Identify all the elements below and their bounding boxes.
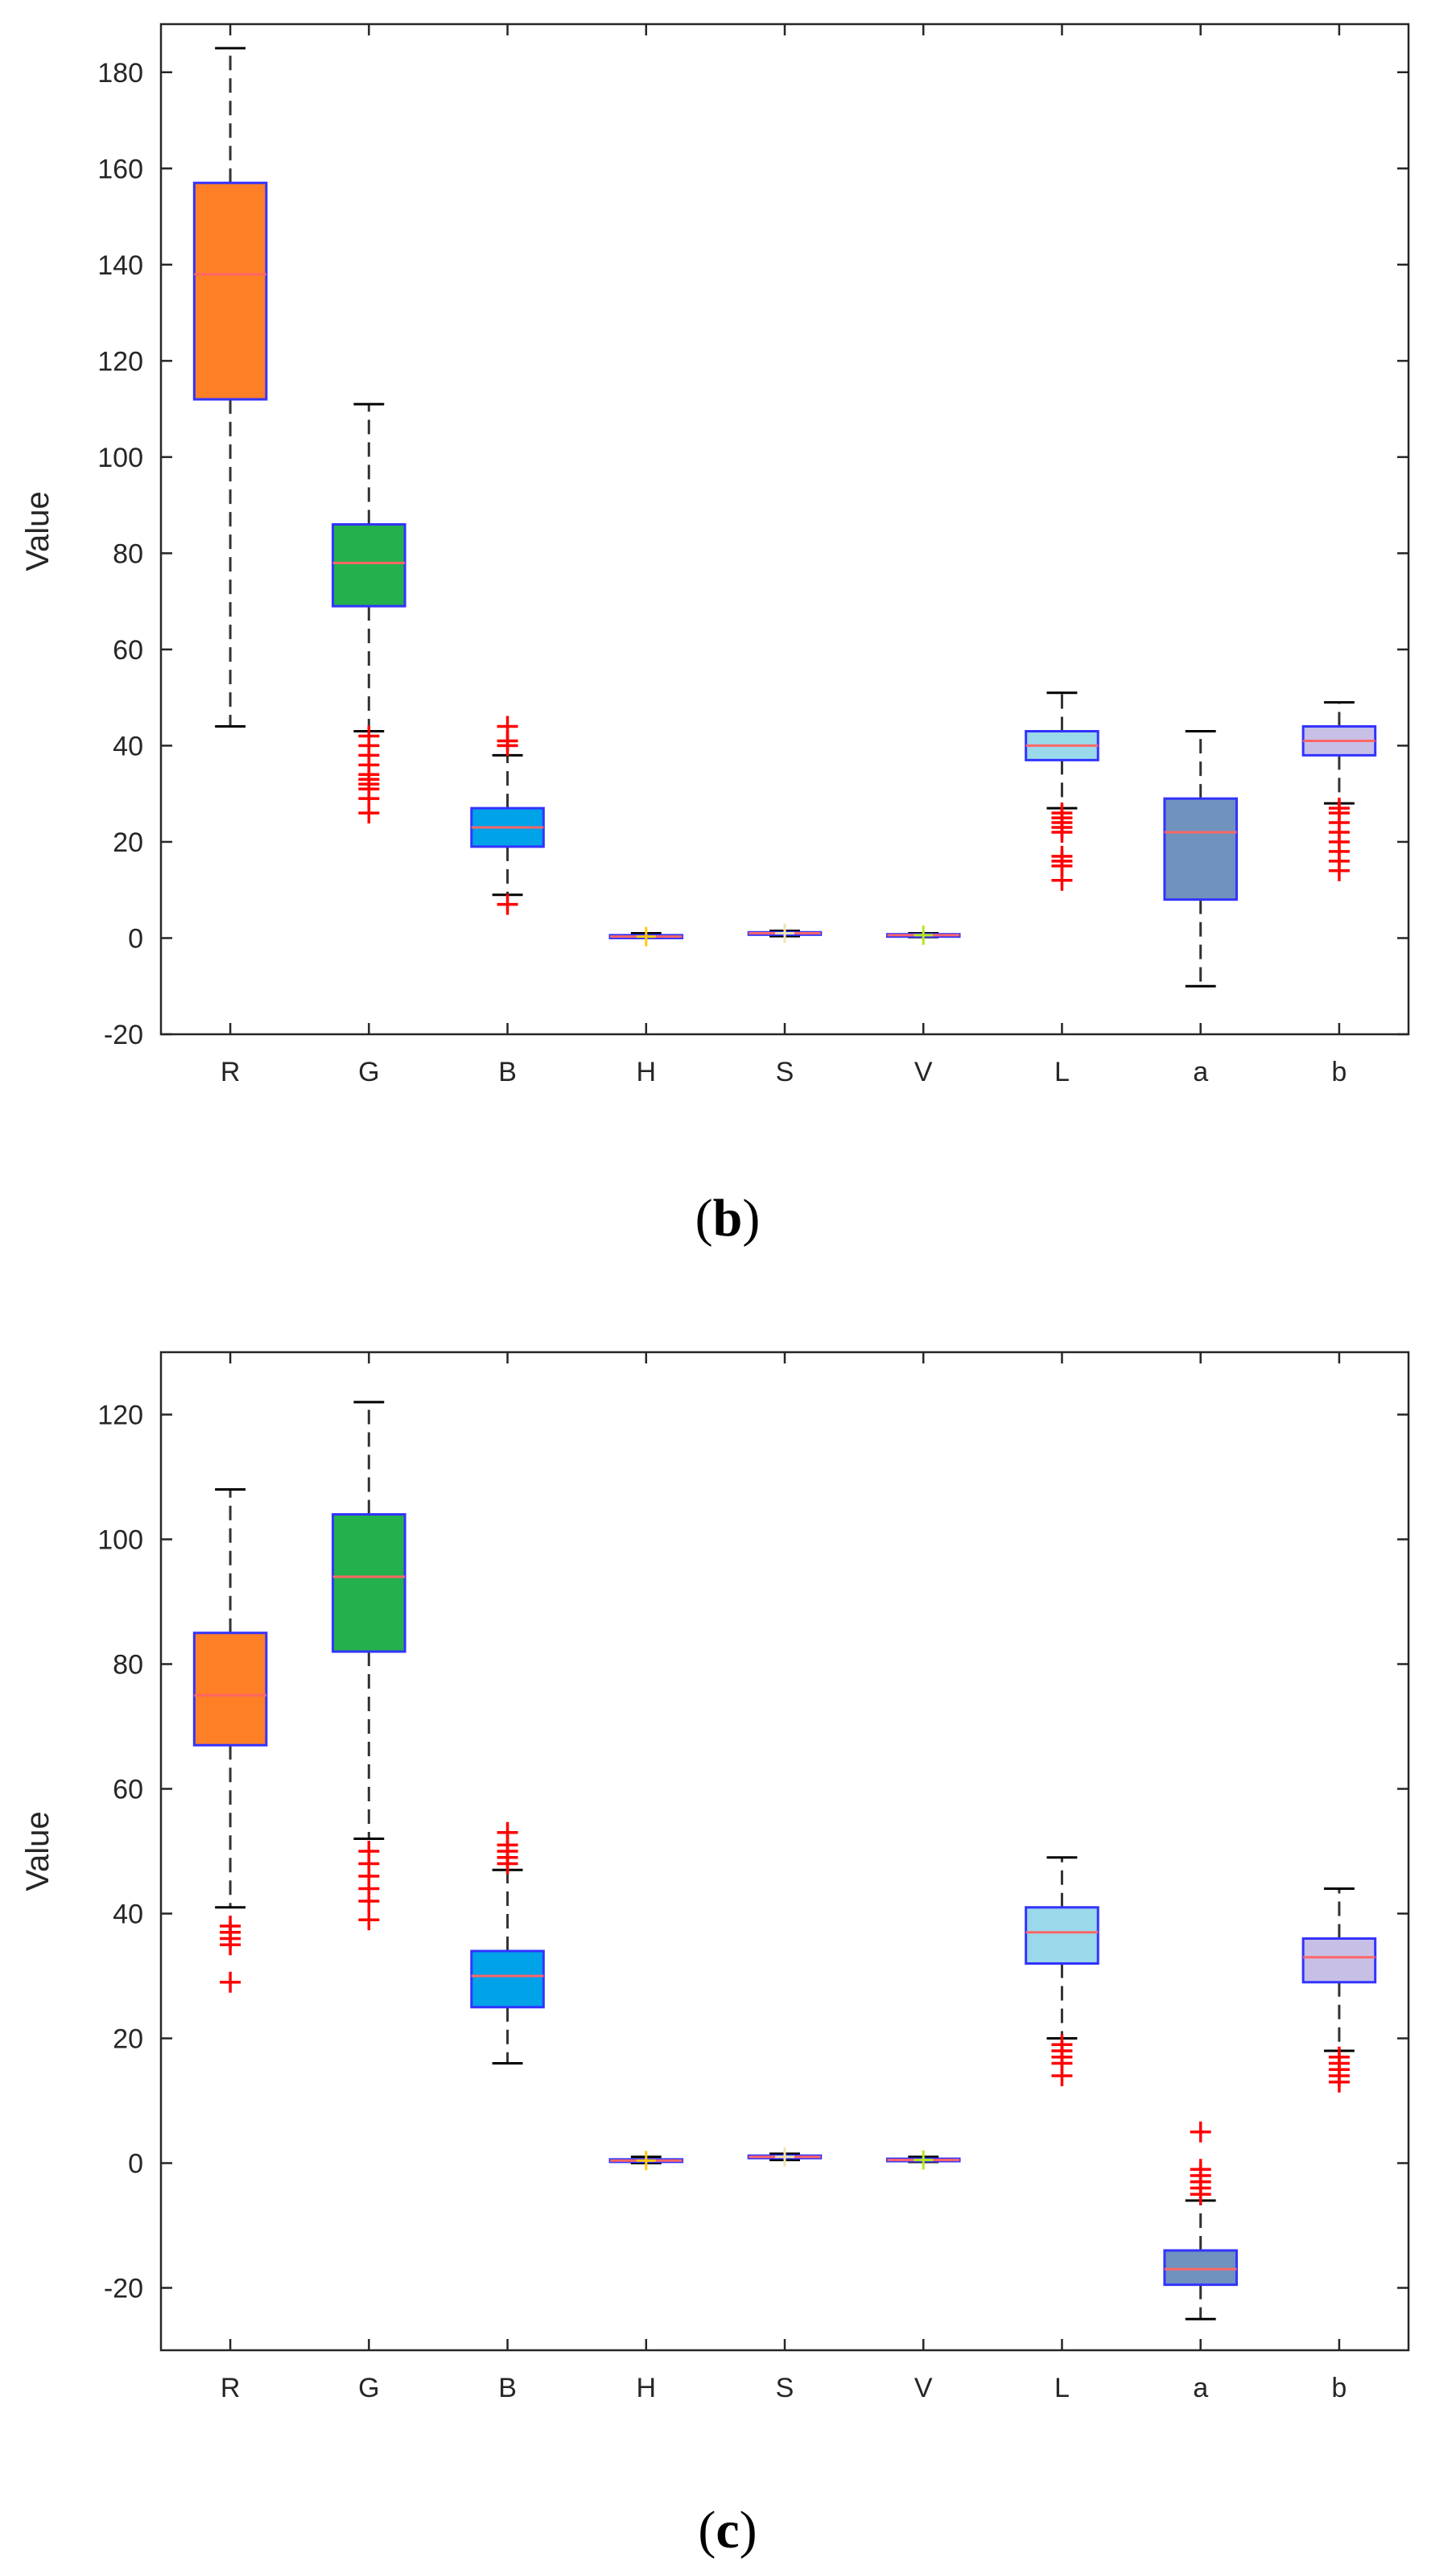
- iqr-box: [192, 181, 268, 401]
- y-tick-label: 40: [113, 1900, 143, 1930]
- y-tick-label: 0: [128, 923, 143, 954]
- y-tick-label: 80: [113, 1650, 143, 1681]
- box-b-R: [192, 47, 268, 728]
- y-tick-label: -20: [104, 1020, 143, 1050]
- caption-b: (b): [695, 1189, 761, 1248]
- y-tick-label: 0: [128, 2149, 143, 2180]
- box-b-H: [608, 926, 684, 947]
- x-tick-label: a: [1193, 2373, 1208, 2403]
- x-tick-label: B: [498, 2373, 517, 2403]
- x-tick-label: B: [498, 1057, 517, 1087]
- box-c-a: [1163, 2121, 1238, 2320]
- iqr-box: [1301, 1937, 1377, 1984]
- x-tick-label: G: [358, 2373, 379, 2403]
- x-tick-label: b: [1331, 1057, 1347, 1087]
- box-b-a: [1163, 730, 1238, 988]
- box-c-R: [192, 1488, 268, 1993]
- box-c-L: [1025, 1856, 1099, 2086]
- box-b-S: [747, 923, 823, 943]
- box-c-b: [1301, 1887, 1377, 2093]
- caption-c: (c): [698, 2501, 757, 2560]
- box-b-L: [1025, 691, 1099, 891]
- y-tick-label: 120: [97, 1400, 143, 1431]
- x-tick-label: b: [1331, 2373, 1347, 2403]
- y-tick-label: 20: [113, 2024, 143, 2055]
- y-ticks-b: -20 0 20 40 60 80 100 120 140 160 180: [97, 58, 1409, 1050]
- x-tick-label: L: [1054, 2373, 1070, 2403]
- x-tick-label: a: [1193, 1057, 1208, 1087]
- box-c-B: [470, 1821, 545, 2065]
- iqr-box: [332, 523, 406, 608]
- iqr-box: [1025, 1906, 1099, 1965]
- x-tick-label: H: [636, 1057, 656, 1087]
- y-tick-label: 100: [97, 443, 143, 473]
- y-tick-label: 60: [113, 1775, 143, 1805]
- iqr-box: [470, 1949, 545, 2009]
- y-axis-label-c: Value: [20, 1811, 56, 1891]
- y-tick-label: 20: [113, 827, 143, 858]
- iqr-box: [192, 1631, 268, 1747]
- y-tick-label: 60: [113, 635, 143, 666]
- x-tick-label: S: [776, 1057, 794, 1087]
- x-tick-label: R: [221, 2373, 241, 2403]
- iqr-box: [332, 1513, 406, 1653]
- box-c-G: [332, 1400, 406, 1931]
- x-tick-label: L: [1054, 1057, 1070, 1087]
- box-b-B: [470, 716, 545, 915]
- y-axis-label-b: Value: [20, 491, 56, 571]
- x-tick-label: S: [776, 2373, 794, 2403]
- y-tick-label: 160: [97, 154, 143, 184]
- y-tick-label: 120: [97, 346, 143, 377]
- y-ticks-c: -20 0 20 40 60 80 100 120: [97, 1400, 1409, 2304]
- box-c-H: [608, 2151, 684, 2171]
- iqr-box: [1163, 797, 1238, 901]
- box-b-V: [885, 925, 961, 945]
- caption-b-letter: b: [713, 1189, 743, 1248]
- boxes-c: [192, 1400, 1377, 2320]
- y-tick-label: 80: [113, 538, 143, 569]
- y-tick-label: 140: [97, 250, 143, 281]
- y-tick-label: 180: [97, 58, 143, 89]
- x-tick-label: V: [914, 1057, 933, 1087]
- y-tick-label: 40: [113, 731, 143, 761]
- box-b-b: [1301, 701, 1377, 881]
- x-tick-label: V: [914, 2373, 933, 2403]
- caption-c-letter: c: [716, 2501, 739, 2560]
- iqr-box: [1163, 2249, 1238, 2287]
- x-tick-label: G: [358, 1057, 379, 1087]
- box-c-S: [747, 2147, 823, 2167]
- y-tick-label: -20: [104, 2274, 143, 2304]
- x-tick-label: H: [636, 2373, 656, 2403]
- x-tick-label: R: [221, 1057, 241, 1087]
- boxes-b: [192, 47, 1377, 988]
- box-c-V: [885, 2150, 961, 2170]
- box-b-G: [332, 402, 406, 824]
- y-tick-label: 100: [97, 1525, 143, 1556]
- plot-area-c: [159, 1351, 1410, 2352]
